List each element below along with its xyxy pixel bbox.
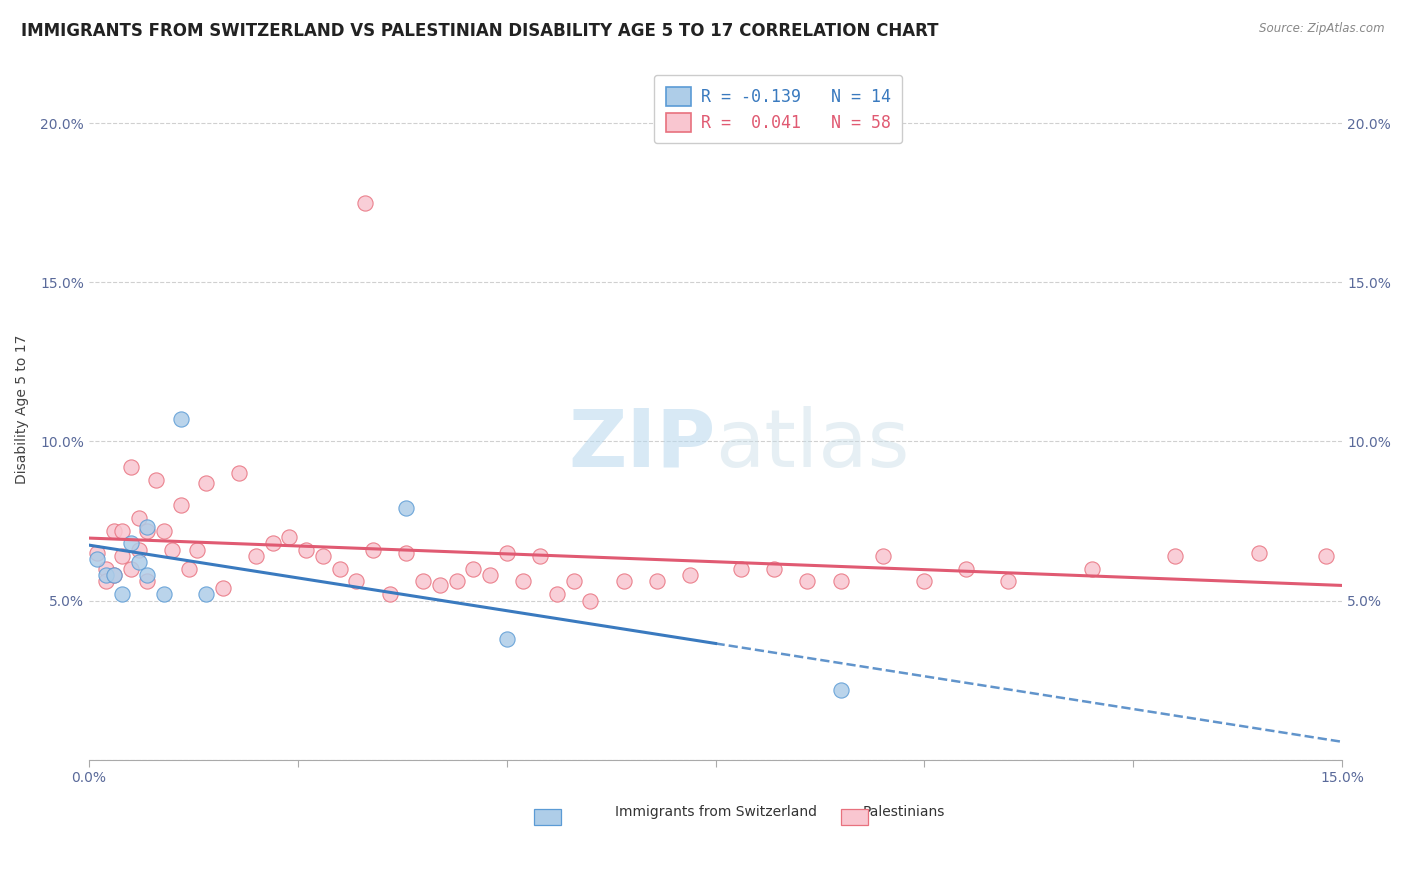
Point	[120, 459, 142, 474]
Point	[679, 568, 702, 582]
Point	[179, 562, 201, 576]
Point	[1247, 546, 1270, 560]
Text: atlas: atlas	[716, 406, 910, 483]
Point	[1315, 549, 1337, 563]
Point	[1080, 562, 1102, 576]
Point	[645, 574, 668, 589]
Point	[429, 577, 451, 591]
Point	[128, 510, 150, 524]
Text: Palestinians: Palestinians	[862, 805, 945, 819]
Point	[136, 524, 159, 538]
Point	[495, 546, 517, 560]
Text: Source: ZipAtlas.com: Source: ZipAtlas.com	[1260, 22, 1385, 36]
Point	[730, 562, 752, 576]
Point	[128, 555, 150, 569]
Point	[830, 682, 852, 697]
Point	[344, 574, 367, 589]
Y-axis label: Disability Age 5 to 17: Disability Age 5 to 17	[15, 334, 30, 484]
Point	[529, 549, 551, 563]
Legend: R = -0.139   N = 14, R =  0.041   N = 58: R = -0.139 N = 14, R = 0.041 N = 58	[654, 75, 903, 144]
Point	[278, 530, 301, 544]
Point	[94, 568, 117, 582]
Point	[412, 574, 434, 589]
Point	[162, 542, 184, 557]
Point	[463, 562, 485, 576]
Point	[136, 574, 159, 589]
Point	[245, 549, 267, 563]
Point	[763, 562, 786, 576]
Point	[103, 568, 125, 582]
Point	[136, 568, 159, 582]
Point	[997, 574, 1019, 589]
Point	[914, 574, 936, 589]
Point	[94, 574, 117, 589]
Point	[353, 195, 375, 210]
Point	[1164, 549, 1187, 563]
Point	[228, 467, 250, 481]
Point	[211, 581, 233, 595]
Point	[295, 542, 318, 557]
Point	[796, 574, 818, 589]
Point	[111, 524, 134, 538]
Point	[94, 562, 117, 576]
Point	[111, 549, 134, 563]
Point	[579, 593, 602, 607]
Text: IMMIGRANTS FROM SWITZERLAND VS PALESTINIAN DISABILITY AGE 5 TO 17 CORRELATION CH: IMMIGRANTS FROM SWITZERLAND VS PALESTINI…	[21, 22, 939, 40]
Point	[120, 562, 142, 576]
Point	[478, 568, 501, 582]
Point	[120, 536, 142, 550]
Point	[328, 562, 350, 576]
Point	[86, 546, 108, 560]
Point	[312, 549, 335, 563]
Point	[170, 412, 193, 426]
Text: Immigrants from Switzerland: Immigrants from Switzerland	[614, 805, 817, 819]
Point	[103, 524, 125, 538]
Point	[145, 473, 167, 487]
Point	[361, 542, 384, 557]
Point	[153, 524, 176, 538]
Point	[194, 587, 217, 601]
Point	[86, 552, 108, 566]
Point	[562, 574, 585, 589]
Point	[136, 520, 159, 534]
Point	[262, 536, 284, 550]
Point	[395, 546, 418, 560]
Point	[395, 501, 418, 516]
Point	[103, 568, 125, 582]
Point	[546, 587, 568, 601]
Point	[613, 574, 636, 589]
Point	[830, 574, 852, 589]
Text: ZIP: ZIP	[568, 406, 716, 483]
Point	[153, 587, 176, 601]
Point	[111, 587, 134, 601]
Point	[512, 574, 534, 589]
Point	[186, 542, 208, 557]
Point	[446, 574, 468, 589]
Point	[194, 475, 217, 490]
Point	[378, 587, 401, 601]
Point	[872, 549, 894, 563]
FancyBboxPatch shape	[841, 809, 869, 825]
Point	[955, 562, 977, 576]
FancyBboxPatch shape	[534, 809, 561, 825]
Point	[170, 498, 193, 512]
Point	[128, 542, 150, 557]
Point	[495, 632, 517, 646]
